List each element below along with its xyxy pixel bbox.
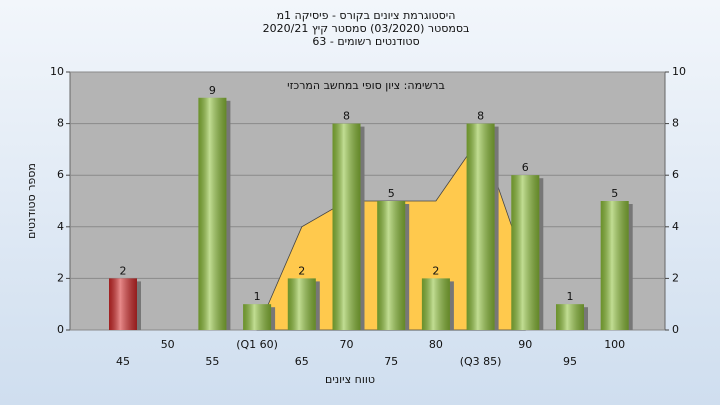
x-tick-label: 80	[429, 338, 443, 351]
title: היסטוגרמת ציונים בקורס - פיסיקה 1מבסמסטר…	[263, 9, 470, 48]
x-tick-label: 50	[161, 338, 175, 351]
bar-shine	[109, 278, 137, 330]
data-label: 6	[522, 161, 529, 174]
title-line: 63 - סטודנטים רשומים	[312, 35, 419, 48]
y2-tick-label: 8	[672, 117, 679, 130]
y-tick-label: 2	[57, 271, 64, 284]
data-label: 5	[388, 187, 395, 200]
x-tick-label: 70	[340, 338, 354, 351]
data-label: 8	[477, 110, 484, 123]
y2-tick-label: 0	[672, 323, 679, 336]
title-line: היסטוגרמת ציונים בקורס - פיסיקה 1מ	[277, 9, 456, 22]
x-tick-label: 55	[205, 355, 219, 368]
data-label: 2	[120, 264, 127, 277]
annotation: ברשימה: ציון סופי במחשב המרכזי	[287, 79, 445, 92]
x-tick-label: 45	[116, 355, 130, 368]
y-tick-label: 4	[57, 220, 64, 233]
bar-shine	[600, 201, 629, 330]
y-tick-label: 8	[57, 117, 64, 130]
data-label: 1	[254, 290, 261, 303]
x-tick-label: (Q1 60)	[236, 338, 278, 351]
y2-tick-label: 10	[672, 65, 686, 78]
y-tick-label: 6	[57, 168, 64, 181]
data-label: 9	[209, 84, 216, 97]
y2-tick-label: 4	[672, 220, 679, 233]
x-tick-label: 100	[604, 338, 625, 351]
bar-shine	[198, 97, 227, 330]
y-axis-label: מספר סטודנטים	[25, 163, 38, 239]
bar-shine	[511, 175, 540, 330]
bar-shine	[332, 123, 361, 330]
bar-shine	[421, 278, 450, 330]
x-tick-label: 75	[384, 355, 398, 368]
x-tick-label: 90	[518, 338, 532, 351]
data-label: 1	[567, 290, 574, 303]
title-line: בסמסטר (03/2020) סמסטר קיץ 2020/21	[263, 22, 470, 35]
bar-shine	[243, 304, 272, 330]
y2-tick-label: 2	[672, 271, 679, 284]
bar-shine	[377, 201, 406, 330]
y-tick-label: 0	[57, 323, 64, 336]
x-axis-label: טווח ציונים	[325, 373, 375, 386]
data-label: 5	[611, 187, 618, 200]
data-label: 2	[298, 264, 305, 277]
y-tick-label: 10	[50, 65, 64, 78]
bar-shine	[287, 278, 316, 330]
x-tick-label: (Q3 85)	[460, 355, 502, 368]
x-tick-label: 65	[295, 355, 309, 368]
bar-shine	[466, 123, 495, 330]
x-tick-label: 95	[563, 355, 577, 368]
bar-shine	[556, 304, 584, 330]
data-label: 2	[432, 264, 439, 277]
y2-tick-label: 6	[672, 168, 679, 181]
data-label: 8	[343, 110, 350, 123]
